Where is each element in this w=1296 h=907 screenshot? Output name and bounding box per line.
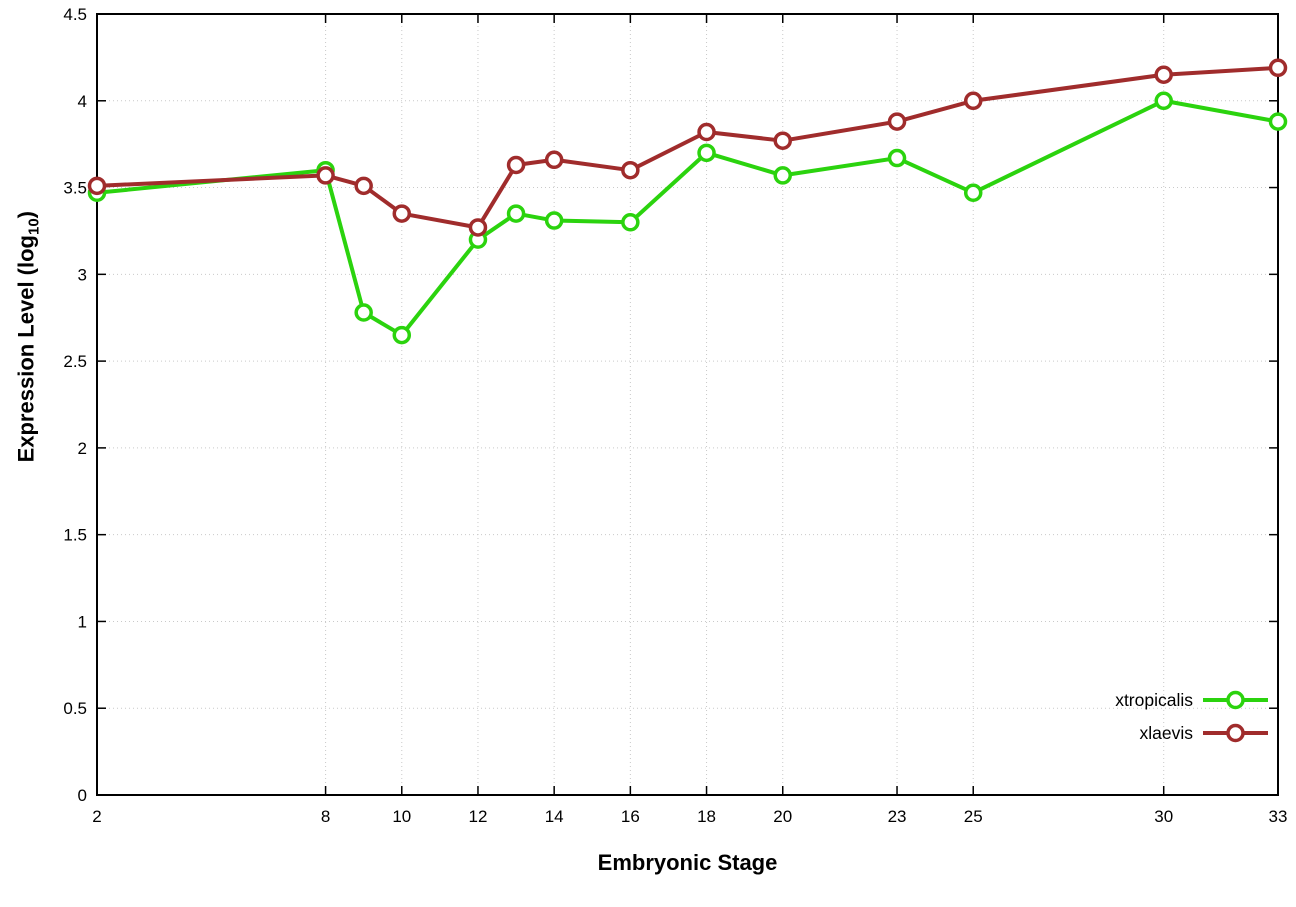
y-axis-title-sub: 10 <box>25 218 43 236</box>
x-tick-label: 14 <box>545 807 564 826</box>
x-tick-label: 2 <box>92 807 101 826</box>
xtropicalis-marker <box>963 183 983 203</box>
y-tick-label: 2.5 <box>63 352 87 371</box>
x-tick-label: 18 <box>697 807 716 826</box>
xlaevis-marker <box>887 112 907 131</box>
y-tick-label: 4 <box>78 92 87 111</box>
legend-marker-xtropicalis <box>1226 690 1245 710</box>
xtropicalis-marker <box>887 148 907 168</box>
xtropicalis-marker <box>621 213 640 232</box>
xlaevis-marker <box>544 150 564 170</box>
xlaevis-marker <box>773 131 792 150</box>
tick-labels: 2 8 10 12 14 16 18 20 23 25 30 33 0 0.5 1 1.5 2 2.5 3 3.5 4 4… <box>63 5 1287 826</box>
x-tick-label: 16 <box>621 807 640 826</box>
xlaevis-marker <box>392 204 412 223</box>
xlaevis-marker <box>354 176 373 196</box>
xlaevis-marker <box>87 176 107 196</box>
x-tick-label: 33 <box>1269 807 1288 826</box>
x-tick-label: 10 <box>392 807 411 826</box>
gridlines <box>97 14 1278 795</box>
xlaevis-marker <box>468 218 488 237</box>
legend-marker-xlaevis <box>1226 723 1245 743</box>
y-axis-title-pre: Expression Level (log <box>13 235 39 463</box>
x-tick-label: 12 <box>469 807 488 826</box>
series-xtropicalis <box>87 91 1288 345</box>
y-tick-label: 1.5 <box>63 526 87 545</box>
y-axis-title: Expression Level (log10) <box>13 37 42 637</box>
xlaevis-marker <box>963 91 983 111</box>
xtropicalis-marker <box>506 204 526 223</box>
xlaevis-marker <box>621 160 640 180</box>
x-tick-label: 25 <box>964 807 983 826</box>
series-xlaevis <box>87 58 1288 237</box>
xtropicalis-marker <box>773 166 792 185</box>
legend-label-xlaevis: xlaevis <box>1140 723 1194 743</box>
xlaevis-marker <box>697 122 716 142</box>
xlaevis-line <box>95 65 1280 230</box>
y-tick-label: 1 <box>78 612 87 631</box>
xlaevis-marker <box>1154 65 1173 84</box>
plot-border <box>96 13 1279 796</box>
y-tick-label: 3 <box>78 265 87 284</box>
xlaevis-marker <box>316 166 335 185</box>
x-tick-label: 20 <box>773 807 792 826</box>
tick-marks <box>96 13 1279 796</box>
y-tick-label: 4.5 <box>63 5 87 24</box>
xlaevis-marker <box>1268 58 1288 78</box>
xtropicalis-marker <box>1154 91 1173 111</box>
xtropicalis-marker <box>544 211 564 230</box>
x-axis-title: Embryonic Stage <box>597 850 778 875</box>
x-tick-label: 30 <box>1154 807 1173 826</box>
x-tick-label: 8 <box>321 807 330 826</box>
y-axis-title-post: ) <box>13 210 39 219</box>
xtropicalis-marker <box>697 143 716 163</box>
y-tick-label: 2 <box>78 439 87 458</box>
xtropicalis-marker <box>1268 112 1288 131</box>
y-tick-label: 0 <box>78 786 87 805</box>
xtropicalis-marker <box>354 303 373 322</box>
y-tick-label: 3.5 <box>63 179 87 198</box>
legend-label-xtropicalis: xtropicalis <box>1115 690 1193 710</box>
y-tick-label: 0.5 <box>63 699 87 718</box>
xlaevis-marker <box>506 155 526 175</box>
legend: xtropicalis xlaevis <box>1115 690 1268 743</box>
xtropicalis-line <box>95 98 1280 338</box>
xtropicalis-marker <box>392 325 412 345</box>
x-tick-label: 23 <box>888 807 907 826</box>
